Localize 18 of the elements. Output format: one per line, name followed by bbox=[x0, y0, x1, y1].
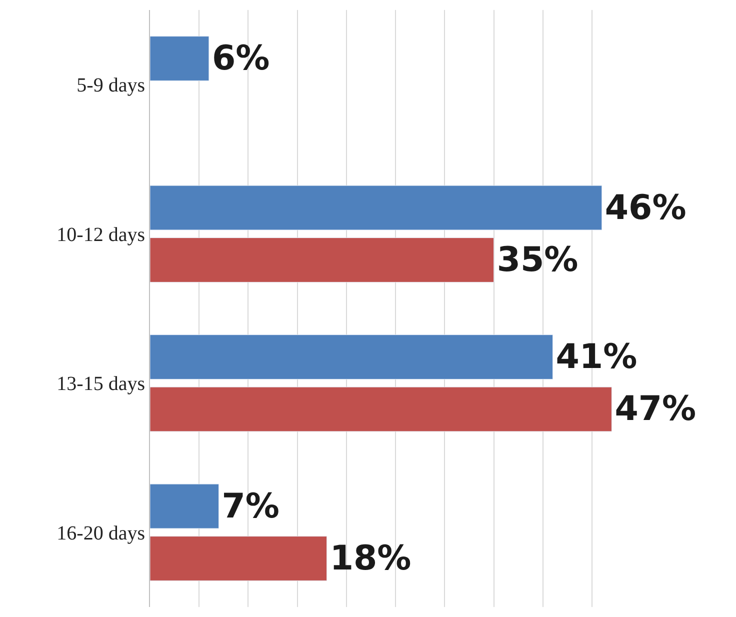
data-label: 47% bbox=[614, 389, 696, 430]
y-tick-label: 13-15 days bbox=[56, 373, 146, 396]
data-label: 18% bbox=[330, 538, 412, 578]
bar bbox=[150, 386, 612, 432]
bar bbox=[150, 536, 328, 581]
data-label: 7% bbox=[222, 486, 280, 526]
y-tick-label: 10-12 days bbox=[56, 224, 146, 246]
bar bbox=[150, 238, 494, 282]
y-tick-label: 16-20 days bbox=[56, 522, 146, 544]
y-tick-label: 5-9 days bbox=[76, 74, 146, 97]
bar bbox=[150, 334, 554, 380]
bar bbox=[150, 185, 602, 230]
bar bbox=[150, 36, 210, 81]
data-label: 46% bbox=[604, 188, 686, 228]
bar bbox=[150, 484, 220, 529]
data-label: 41% bbox=[556, 337, 638, 378]
data-label: 35% bbox=[496, 240, 578, 280]
data-label: 6% bbox=[212, 38, 270, 79]
